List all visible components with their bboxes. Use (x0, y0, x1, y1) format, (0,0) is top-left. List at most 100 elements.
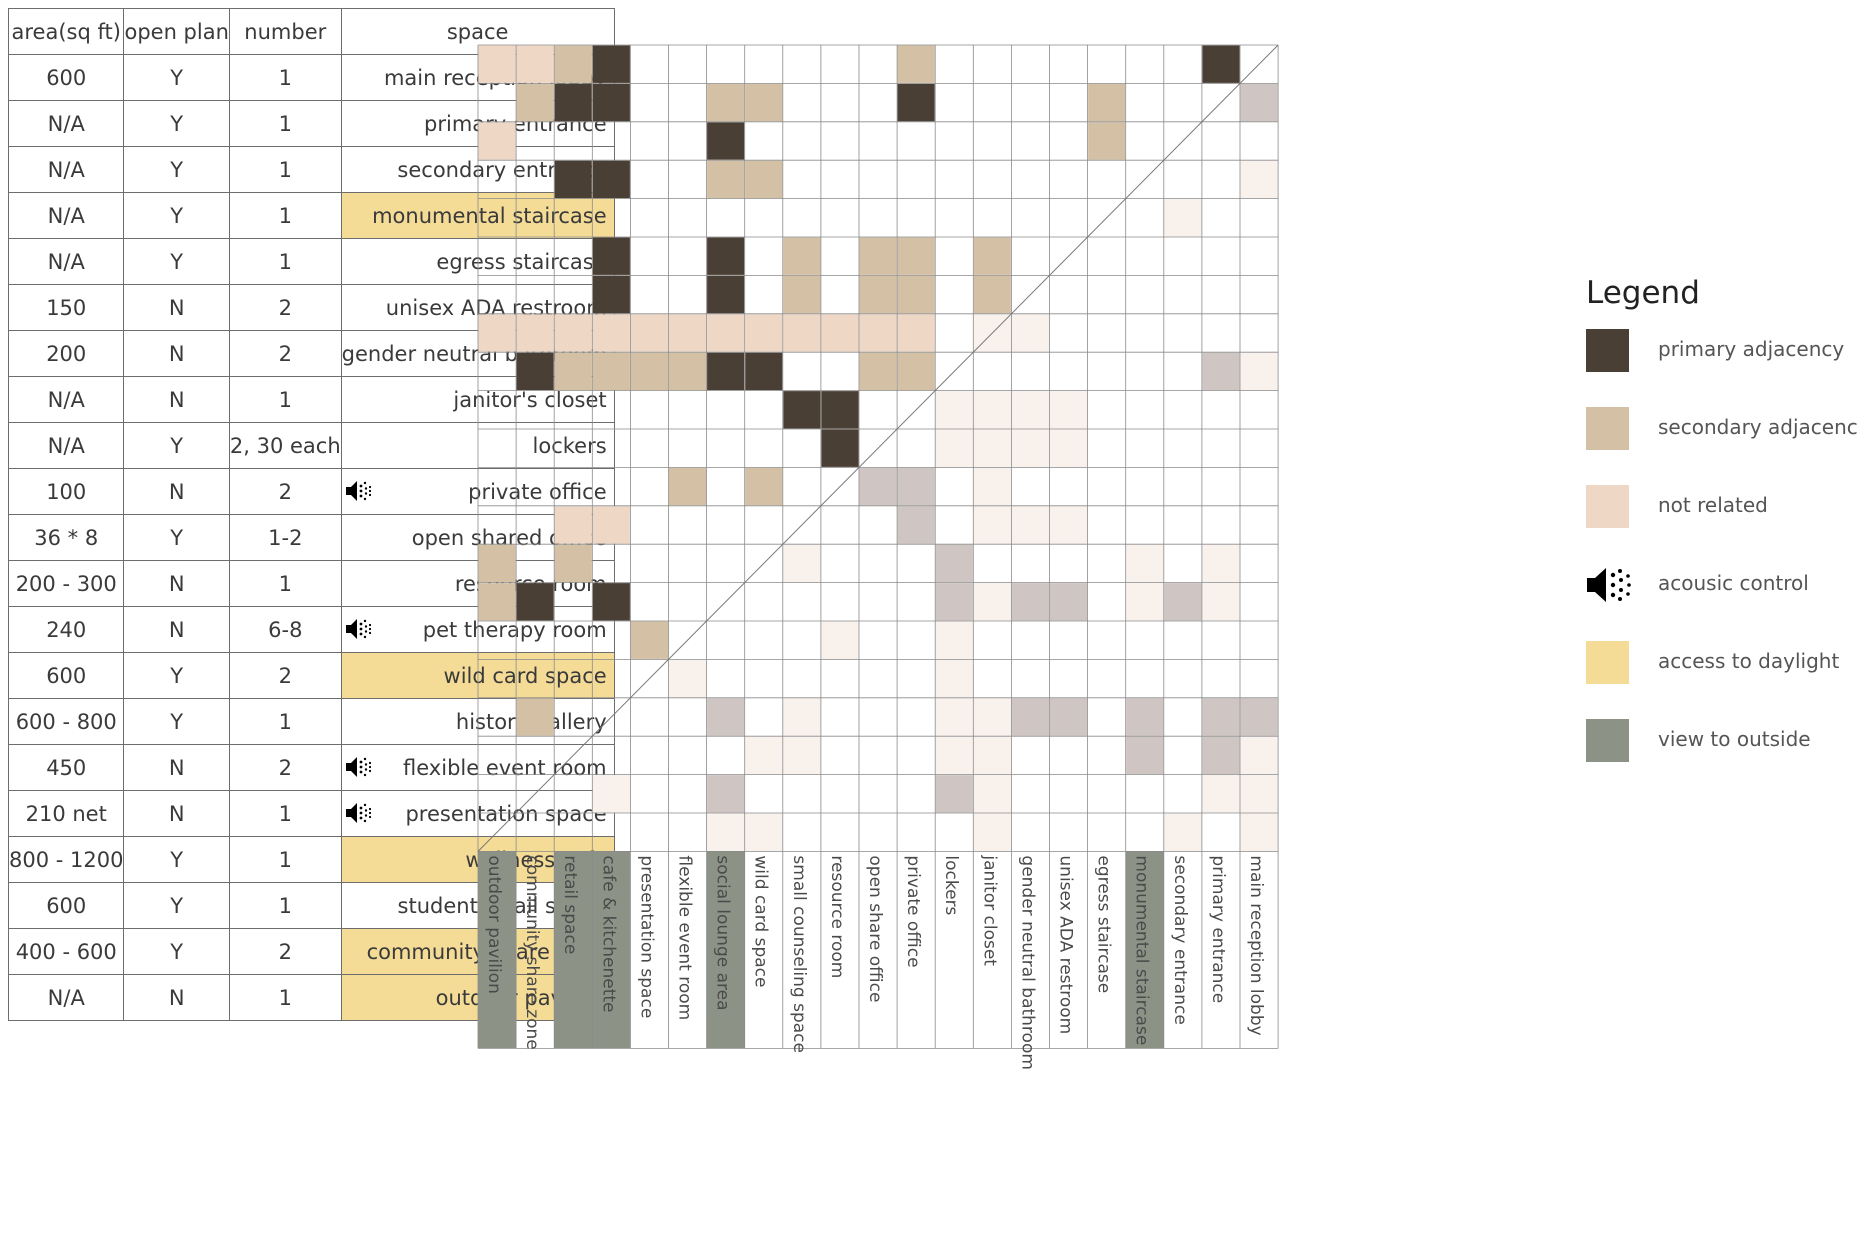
matrix-cell (592, 275, 630, 314)
area-cell: 400 - 600 (7, 928, 125, 975)
area-cell: 200 - 300 (7, 560, 125, 607)
matrix-cell (707, 122, 745, 160)
legend-title: Legend (1586, 275, 1700, 311)
column-label: small counseling space (789, 855, 809, 1053)
matrix-cell (1088, 83, 1126, 122)
matrix-cell (1011, 429, 1049, 467)
matrix-cell (554, 506, 592, 544)
matrix-cell (897, 314, 935, 352)
legend-label-daylight: access to daylight (1658, 649, 1840, 673)
matrix-cell (859, 237, 897, 275)
legend-swatch-daylight (1586, 641, 1629, 684)
matrix-cell (783, 275, 821, 314)
column-label: cafe & kitchenette (598, 855, 618, 1012)
legend-swatch-primary (1586, 329, 1629, 372)
matrix-cell (554, 352, 592, 391)
matrix-cell (1011, 391, 1049, 429)
matrix-cell (935, 698, 973, 736)
column-label: wild card space (751, 855, 771, 987)
matrix-cell (783, 544, 821, 583)
matrix-cell (478, 122, 516, 160)
matrix-cell (478, 583, 516, 621)
matrix-cell (592, 160, 630, 199)
matrix-cell (973, 775, 1011, 813)
column-label: egress staircase (1094, 855, 1114, 993)
open-plan-cell: Y (123, 882, 230, 929)
matrix-cell (1050, 391, 1088, 429)
area-cell: 600 (7, 882, 125, 929)
matrix-cell (707, 813, 745, 851)
column-label: outdoor pavilion (484, 855, 504, 993)
matrix-cell (707, 352, 745, 391)
matrix-cell (783, 237, 821, 275)
matrix-cell (973, 583, 1011, 621)
matrix-cell (669, 352, 707, 391)
matrix-cell (1240, 775, 1278, 813)
open-plan-cell: Y (123, 146, 230, 193)
matrix-cell (554, 160, 592, 199)
matrix-cell (478, 314, 516, 352)
legend-item-daylight: access to daylight (1582, 641, 1852, 719)
matrix-cell (669, 467, 707, 506)
column-label: flexible event room (675, 855, 695, 1020)
open-plan-cell: Y (123, 652, 230, 699)
matrix-cell (516, 314, 554, 352)
header-number: number (228, 8, 342, 55)
column-label: retail space (560, 855, 580, 954)
matrix-cell (1202, 352, 1240, 391)
legend-item-secondary: secondary adjacency (1582, 407, 1857, 485)
number-cell: 2 (228, 928, 342, 975)
matrix-cell (973, 391, 1011, 429)
matrix-cell (707, 698, 745, 736)
column-label: primary entrance (1208, 855, 1228, 1003)
matrix-cell (669, 659, 707, 698)
matrix-cell (1126, 544, 1164, 583)
matrix-cell (592, 583, 630, 621)
matrix-cell (707, 237, 745, 275)
matrix-cell (478, 45, 516, 83)
diagonal-line (477, 44, 1279, 852)
column-label: presentation space (636, 855, 656, 1018)
matrix-cell (897, 237, 935, 275)
column-label: lockers (941, 855, 961, 915)
number-cell: 2 (228, 652, 342, 699)
matrix-cell (783, 736, 821, 775)
legend-swatch-not-related (1586, 485, 1629, 528)
open-plan-cell: Y (123, 54, 230, 101)
column-label: secondary entrance (1170, 855, 1190, 1024)
legend-label-not-related: not related (1658, 493, 1768, 517)
column-label: social lounge area (713, 855, 733, 1010)
view-outside-band (592, 851, 631, 1049)
matrix-cell (1240, 160, 1278, 199)
number-cell: 2 (228, 744, 342, 791)
matrix-cell (554, 45, 592, 83)
matrix-cell (1050, 698, 1088, 736)
open-plan-cell: N (123, 330, 230, 377)
column-label: private office (903, 855, 923, 967)
matrix-cell (592, 83, 630, 122)
matrix-cell (592, 45, 630, 83)
matrix-cell (745, 467, 783, 506)
number-cell: 1 (228, 790, 342, 837)
matrix-cell (1050, 429, 1088, 467)
speaker-icon (1587, 568, 1631, 602)
matrix-cell (630, 314, 668, 352)
area-cell: 150 (7, 284, 125, 331)
open-plan-cell: N (123, 974, 230, 1021)
matrix-cell (973, 813, 1011, 851)
matrix-cell (1011, 698, 1049, 736)
matrix-cell (897, 83, 935, 122)
matrix-cell (745, 83, 783, 122)
legend-item-primary: primary adjacency (1582, 329, 1852, 407)
matrix-cell (592, 506, 630, 544)
matrix-cell (707, 275, 745, 314)
legend-item-acoustic: acousic control (1582, 563, 1852, 641)
legend-item-not-related: not related (1582, 485, 1852, 563)
matrix-cell (1202, 583, 1240, 621)
matrix-cell (1202, 544, 1240, 583)
area-cell: 800 - 1200 (7, 836, 125, 883)
number-cell: 1-2 (228, 514, 342, 561)
matrix-cell (897, 45, 935, 83)
